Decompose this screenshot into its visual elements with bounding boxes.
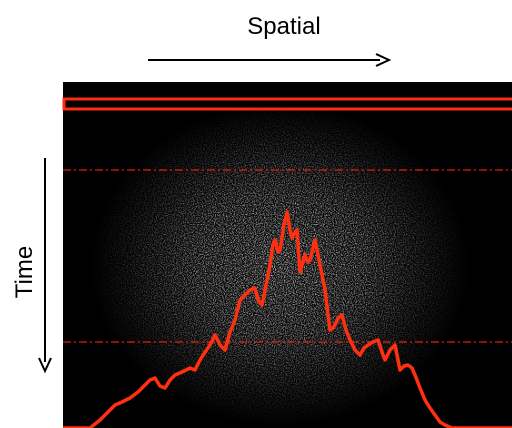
streak-signal [63, 82, 512, 428]
spatial-arrow-head [375, 53, 392, 67]
selection-box [62, 97, 512, 111]
time-label: Time [11, 246, 38, 298]
time-arrow-head [38, 357, 52, 374]
profile-line [63, 210, 512, 428]
spatial-label: Spatial [247, 13, 320, 40]
